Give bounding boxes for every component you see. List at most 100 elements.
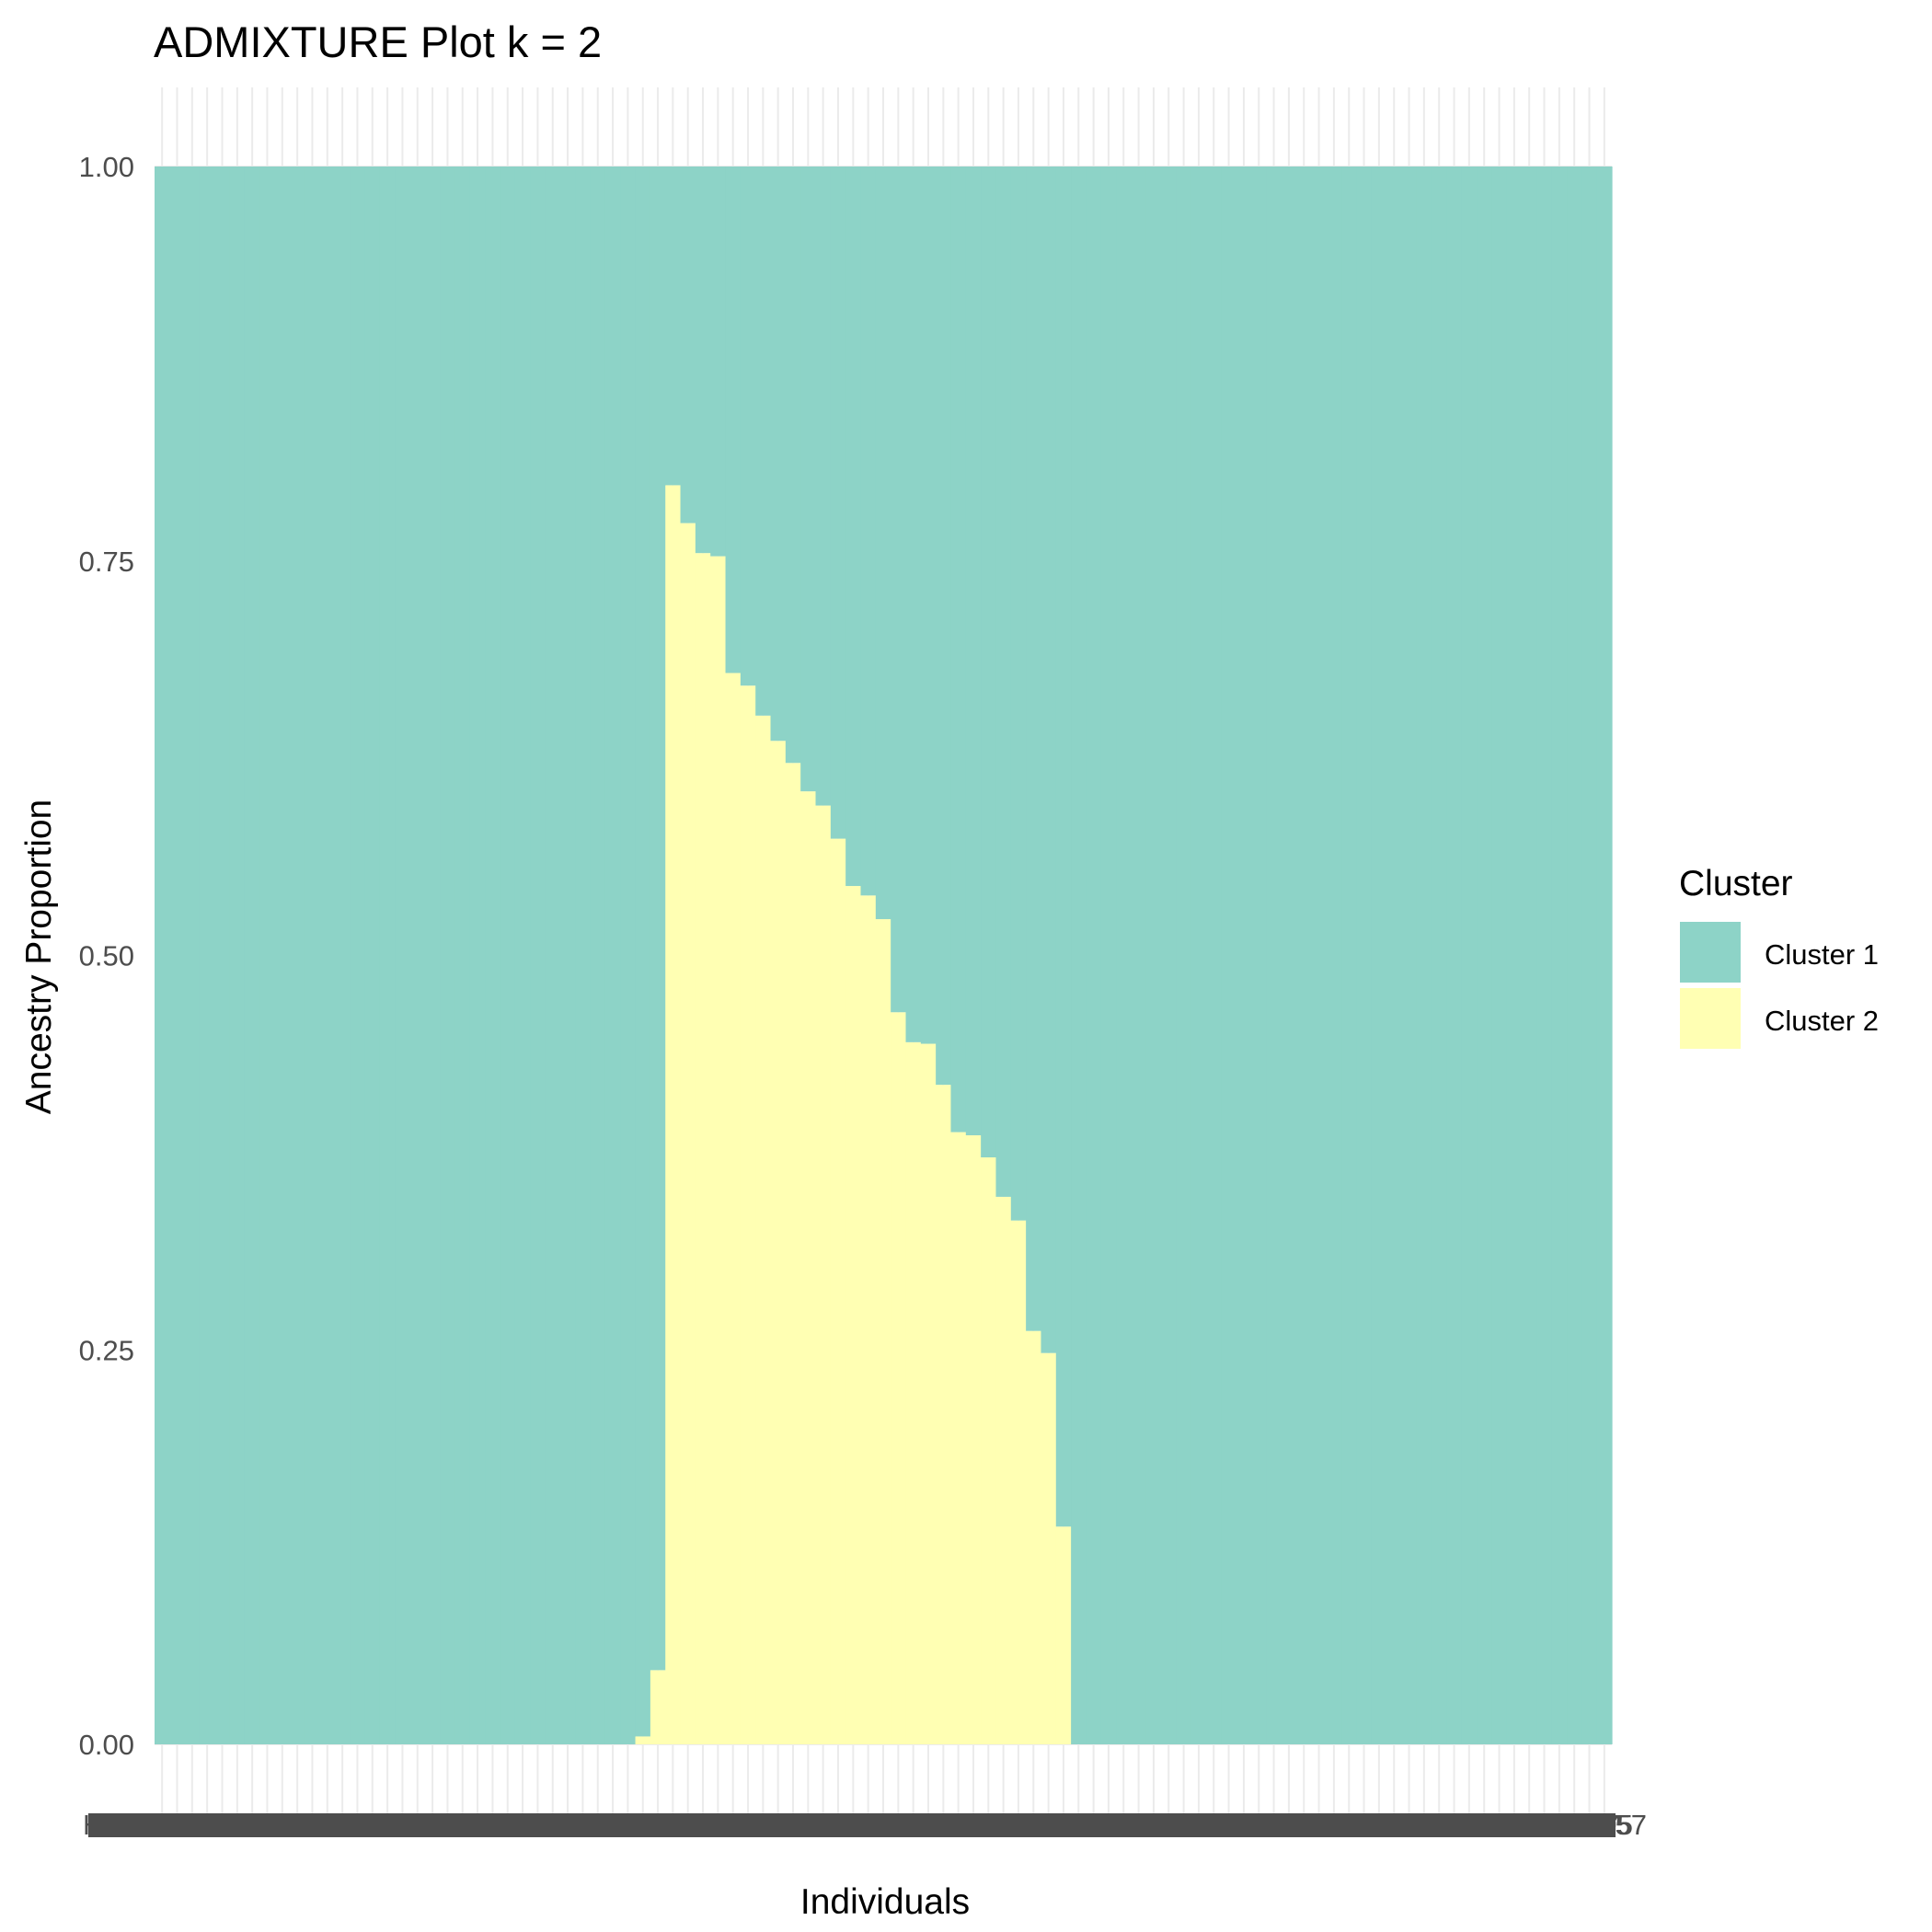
bar-cluster-1: [169, 167, 186, 1744]
bar-cluster-2: [755, 715, 772, 1744]
bar-cluster-1: [1522, 167, 1537, 1744]
bar-cluster-2: [770, 741, 787, 1744]
bar-cluster-2: [740, 685, 756, 1744]
bar-cluster-1: [981, 167, 997, 1158]
bar-cluster-1: [305, 167, 321, 1744]
bar-cluster-1: [860, 167, 877, 896]
bar-cluster-1: [1401, 167, 1418, 1744]
bar-cluster-1: [1071, 167, 1087, 1744]
bar-cluster-1: [395, 167, 411, 1744]
bar-cluster-1: [379, 167, 396, 1744]
bar-cluster-1: [1116, 167, 1133, 1744]
legend: Cluster Cluster 1 Cluster 2: [1679, 864, 1879, 1049]
bar-cluster-1: [1100, 167, 1117, 1744]
bar-cluster-1: [1161, 167, 1178, 1744]
bar-cluster-2: [965, 1135, 982, 1744]
y-tick-label: 0.00: [79, 1729, 134, 1761]
bar-cluster-1: [680, 167, 696, 523]
bar-cluster-1: [1536, 167, 1553, 1744]
bar-cluster-1: [244, 167, 260, 1744]
bar-cluster-1: [875, 167, 891, 920]
bar-cluster-2: [905, 1041, 922, 1744]
bar-cluster-1: [575, 167, 592, 1744]
stacked-bars: [155, 167, 1613, 1745]
bar-cluster-1: [785, 167, 801, 764]
bar-cluster-1: [1551, 167, 1568, 1744]
bar-cluster-1: [815, 167, 832, 806]
bar-cluster-1: [364, 167, 381, 1744]
bar-cluster-1: [229, 167, 246, 1744]
bar-cluster-1: [1341, 167, 1357, 1744]
bar-cluster-1: [710, 167, 727, 557]
bar-cluster-1: [530, 167, 546, 1744]
bar-cluster-1: [1221, 167, 1237, 1744]
bar-cluster-2: [725, 673, 742, 1744]
chart-title: ADMIXTURE Plot k = 2: [154, 17, 602, 66]
bar-cluster-1: [845, 167, 862, 887]
bar-cluster-1: [1251, 167, 1268, 1744]
bar-cluster-1: [1296, 167, 1313, 1744]
bar-cluster-1: [800, 167, 817, 792]
bar-cluster-2: [995, 1196, 1012, 1744]
bar-cluster-2: [1026, 1330, 1042, 1744]
legend-label-cluster-1: Cluster 1: [1765, 938, 1879, 971]
bar-cluster-1: [604, 167, 621, 1744]
bar-cluster-1: [214, 167, 231, 1744]
bar-cluster-1: [485, 167, 501, 1744]
bar-cluster-1: [1190, 167, 1207, 1744]
bar-cluster-1: [1371, 167, 1387, 1744]
bar-cluster-1: [755, 167, 772, 716]
bar-cluster-1: [514, 167, 531, 1744]
bar-cluster-1: [334, 167, 351, 1744]
bar-cluster-2: [1055, 1526, 1072, 1744]
bar-cluster-1: [469, 167, 486, 1744]
bar-cluster-1: [1461, 167, 1478, 1744]
x-tick-label-overlap-band: [88, 1813, 1616, 1837]
bar-cluster-1: [1266, 167, 1282, 1744]
bar-cluster-1: [274, 167, 291, 1744]
bar-cluster-1: [1477, 167, 1492, 1744]
bar-cluster-1: [289, 167, 305, 1744]
bar-cluster-2: [845, 886, 862, 1744]
bar-cluster-2: [785, 763, 801, 1744]
y-tick-label: 0.50: [79, 940, 134, 972]
bar-cluster-1: [500, 167, 516, 1744]
bar-cluster-1: [891, 167, 907, 1013]
bar-cluster-1: [1446, 167, 1463, 1744]
bar-cluster-1: [350, 167, 366, 1744]
y-axis-ticks: 0.00 0.25 0.50 0.75 1.00: [79, 151, 134, 1761]
bar-cluster-1: [1010, 167, 1027, 1221]
bar-cluster-1: [635, 167, 651, 1737]
x-axis-tick-labels: HG079557: [83, 1809, 1647, 1841]
bar-cluster-1: [259, 167, 276, 1744]
bar-cluster-2: [950, 1132, 967, 1744]
bar-cluster-1: [1491, 167, 1508, 1744]
bar-cluster-2: [680, 523, 696, 1744]
bar-cluster-1: [559, 167, 576, 1744]
bar-cluster-2: [936, 1085, 952, 1744]
legend-title: Cluster: [1679, 864, 1793, 903]
bar-cluster-1: [409, 167, 426, 1744]
bar-cluster-1: [199, 167, 215, 1744]
bar-cluster-1: [1596, 167, 1613, 1744]
bar-cluster-1: [1206, 167, 1223, 1744]
bar-cluster-1: [184, 167, 201, 1744]
bar-cluster-2: [875, 919, 891, 1744]
bar-cluster-1: [665, 167, 682, 486]
bar-cluster-1: [1236, 167, 1252, 1744]
bar-cluster-1: [770, 167, 787, 742]
bar-cluster-1: [1416, 167, 1432, 1744]
bar-cluster-1: [454, 167, 471, 1744]
y-axis-title: Ancestry Proportion: [19, 799, 59, 1115]
bar-cluster-2: [815, 805, 832, 1744]
x-axis-title: Individuals: [800, 1882, 970, 1922]
bar-cluster-2: [635, 1736, 651, 1744]
bar-cluster-2: [650, 1670, 666, 1744]
bar-cluster-1: [1041, 167, 1057, 1353]
bar-cluster-2: [860, 895, 877, 1744]
bar-cluster-1: [1026, 167, 1042, 1331]
bar-cluster-2: [1041, 1352, 1057, 1744]
bar-cluster-1: [590, 167, 606, 1744]
bar-cluster-1: [936, 167, 952, 1086]
bar-cluster-2: [920, 1043, 937, 1744]
